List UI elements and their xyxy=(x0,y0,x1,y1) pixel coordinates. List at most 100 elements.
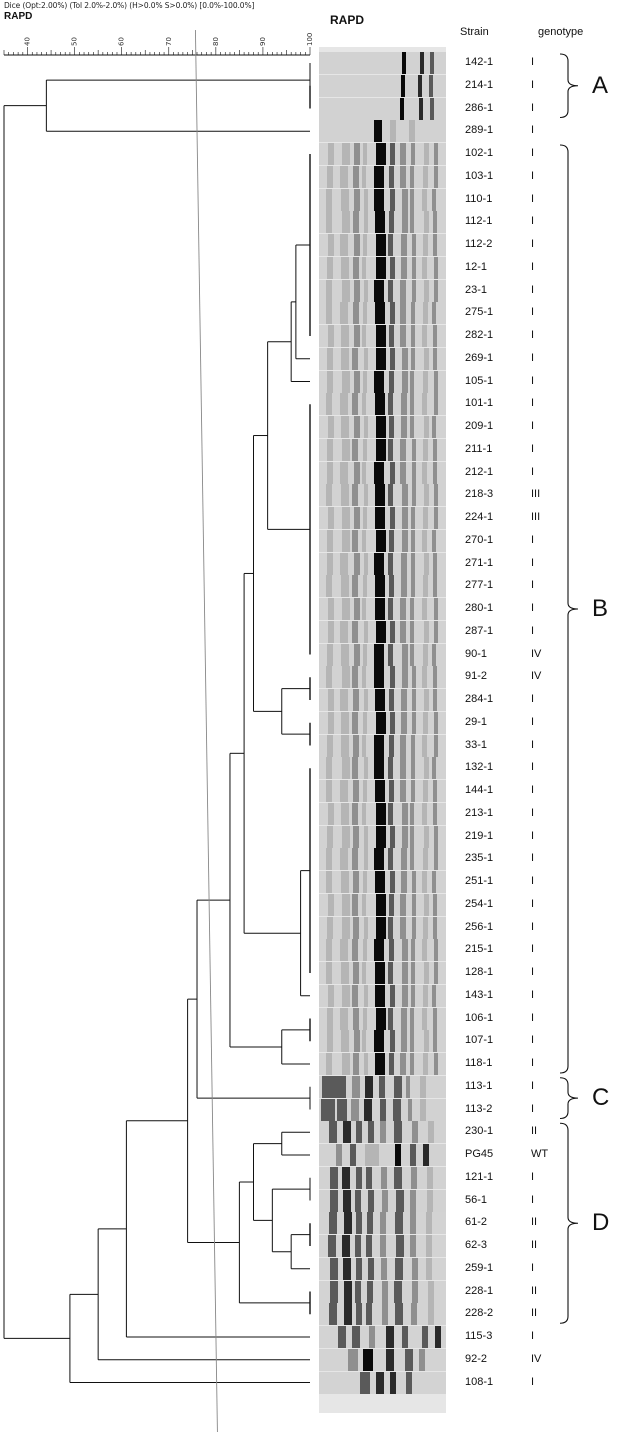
strain-label: 256-1 xyxy=(465,920,494,933)
gel-band xyxy=(328,234,334,256)
genotype-label: I xyxy=(531,1102,535,1115)
genotype-column-header: genotype xyxy=(538,26,584,38)
gel-band xyxy=(342,279,350,302)
gel-band xyxy=(424,689,429,711)
gel-band xyxy=(388,848,393,871)
gel-band xyxy=(433,234,437,256)
gel-band xyxy=(340,689,348,711)
gel-band xyxy=(353,734,359,757)
gel-band xyxy=(375,211,385,234)
gel-band xyxy=(400,143,406,165)
gel-band xyxy=(422,802,427,825)
genotype-label: I xyxy=(531,761,535,774)
gel-lane xyxy=(319,711,446,734)
genotype-label: I xyxy=(531,306,535,319)
gel-band xyxy=(424,1030,429,1053)
gel-band xyxy=(389,325,394,347)
group-letter: A xyxy=(592,71,609,99)
gel-lane xyxy=(319,939,446,962)
gel-band xyxy=(394,1166,402,1189)
gel-band xyxy=(375,871,385,893)
gel-band xyxy=(433,1030,437,1053)
gel-band xyxy=(389,1053,394,1075)
gel-band xyxy=(362,529,366,552)
genotype-label: I xyxy=(531,966,535,978)
gel-band xyxy=(412,484,416,507)
gel-lane xyxy=(319,757,446,780)
gel-band xyxy=(363,1007,367,1030)
gel-band xyxy=(362,598,366,620)
gel-band xyxy=(420,1075,426,1098)
gel-lane xyxy=(319,893,446,916)
genotype-label: I xyxy=(531,192,535,205)
strain-label: 214-1 xyxy=(465,78,494,91)
strain-label: 110-1 xyxy=(465,192,493,205)
gel-band xyxy=(352,711,358,734)
gel-lane xyxy=(319,1007,446,1030)
gel-band xyxy=(390,302,395,325)
gel-band xyxy=(376,143,386,165)
gel-band xyxy=(376,802,386,825)
dendrogram xyxy=(3,29,311,1433)
gel-band xyxy=(376,438,386,461)
strain-label: 211-1 xyxy=(465,442,493,455)
gel-lane xyxy=(319,1303,446,1326)
gel-band xyxy=(340,302,348,325)
gel-band xyxy=(410,848,414,871)
gel-band xyxy=(353,871,359,893)
gel-band xyxy=(395,1144,401,1166)
group-letter: B xyxy=(592,595,609,622)
strain-label: PG45 xyxy=(465,1148,494,1160)
gel-lane xyxy=(319,1235,446,1257)
gel-band xyxy=(422,393,427,416)
genotype-label: I xyxy=(531,169,535,182)
gel-lane xyxy=(319,484,446,507)
genotype-label: I xyxy=(531,124,535,137)
genotype-label: I xyxy=(531,1034,535,1047)
gel-band xyxy=(422,188,427,211)
gel-band xyxy=(353,689,359,711)
gel-band xyxy=(375,689,385,711)
gel-band xyxy=(376,916,386,939)
gel-band xyxy=(362,734,366,757)
gel-band xyxy=(354,188,360,211)
gel-band xyxy=(433,666,437,689)
gel-band xyxy=(400,325,406,347)
gel-band xyxy=(434,848,438,871)
gel-band xyxy=(390,507,395,529)
gel-band xyxy=(341,734,349,757)
genotype-label: I xyxy=(531,1330,535,1342)
gel-band xyxy=(422,1007,427,1030)
gel-band xyxy=(340,848,348,871)
gel-band xyxy=(422,325,427,347)
gel-band xyxy=(388,598,393,620)
gel-band xyxy=(424,484,429,507)
gel-band xyxy=(341,188,349,211)
gel-band xyxy=(395,1303,403,1326)
gel-lane xyxy=(319,52,446,74)
genotype-label: I xyxy=(531,465,535,478)
gel-band xyxy=(330,1189,338,1212)
genotype-label: I xyxy=(531,442,535,455)
gel-lane xyxy=(319,620,446,643)
gel-band xyxy=(327,643,333,666)
group-letter: D xyxy=(592,1209,610,1237)
gel-band xyxy=(388,393,393,416)
genotype-label: I xyxy=(531,1057,535,1069)
gel-band xyxy=(402,1326,408,1348)
genotype-label: I xyxy=(531,920,535,933)
gel-band xyxy=(364,347,368,370)
gel-band xyxy=(379,1075,385,1098)
gel-band xyxy=(390,825,395,848)
gel-band xyxy=(430,97,434,120)
gel-lane xyxy=(319,689,446,711)
gel-band xyxy=(400,165,406,188)
gel-band xyxy=(410,1007,414,1030)
gel-band xyxy=(422,734,427,757)
gel-band xyxy=(327,370,333,393)
genotype-label: I xyxy=(531,943,535,956)
gel-band xyxy=(364,689,368,711)
gel-band xyxy=(363,234,367,256)
gel-band xyxy=(342,1166,350,1189)
gel-band xyxy=(388,234,393,256)
